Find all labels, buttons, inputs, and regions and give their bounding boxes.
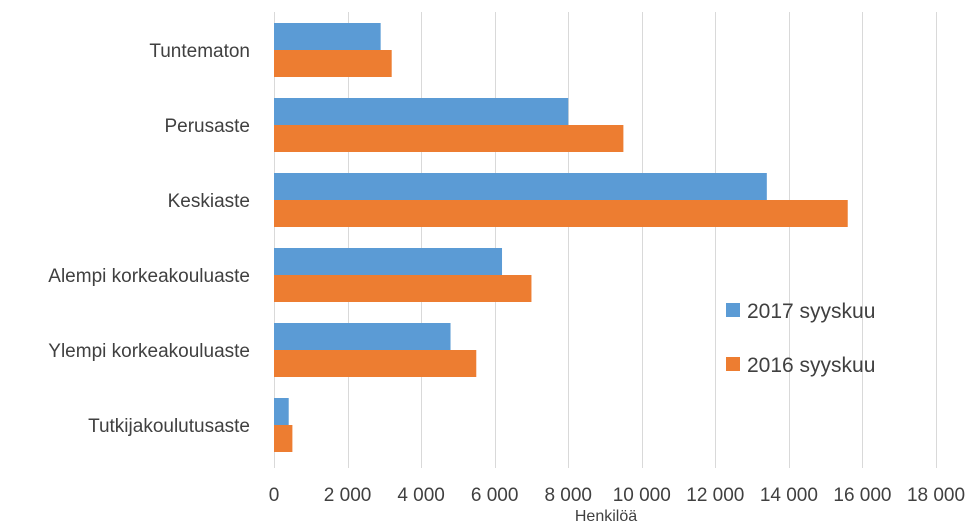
bar-s2-2 xyxy=(274,200,848,227)
category-label-0: Tuntematon xyxy=(149,41,250,62)
category-label-3: Alempi korkeakouluaste xyxy=(48,266,250,287)
x-tick-label-8: 16 000 xyxy=(833,485,891,506)
legend-swatch-1 xyxy=(726,357,740,371)
x-tick-label-7: 14 000 xyxy=(760,485,818,506)
x-axis-title: Henkilöä xyxy=(575,508,637,524)
x-tick-labels: 0 2 000 4 000 6 000 8 000 10 000 12 000 14 000 1… xyxy=(269,485,965,506)
x-tick-label-4: 8 000 xyxy=(544,485,592,506)
x-tick-label-3: 6 000 xyxy=(471,485,519,506)
x-tick-label-9: 18 000 xyxy=(907,485,965,506)
bar-s2-4 xyxy=(274,350,477,377)
category-label-2: Keskiaste xyxy=(168,191,250,212)
bar-s1-2 xyxy=(274,173,767,200)
legend-label-1: 2016 syyskuu xyxy=(747,354,875,377)
bar-s2-3 xyxy=(274,275,532,302)
x-tick-label-2: 4 000 xyxy=(397,485,445,506)
category-label-1: Perusaste xyxy=(164,116,250,137)
legend-label-0: 2017 syyskuu xyxy=(747,300,875,323)
bar-s2-1 xyxy=(274,125,624,152)
bar-s1-3 xyxy=(274,248,503,275)
category-labels: Tuntematon Perusaste Keskiaste Alempi korke… xyxy=(48,41,250,437)
legend-swatch-0 xyxy=(726,303,740,317)
bar-s2-5 xyxy=(274,425,293,452)
category-label-5: Tutkijakoulutusaste xyxy=(88,416,250,437)
bar-s1-0 xyxy=(274,23,381,50)
x-tick-label-5: 10 000 xyxy=(613,485,671,506)
x-tick-label-1: 2 000 xyxy=(324,485,372,506)
gridlines xyxy=(274,12,937,468)
bar-s1-4 xyxy=(274,323,451,350)
legend: 2017 syyskuu 2016 syyskuu xyxy=(726,300,875,377)
bar-s1-5 xyxy=(274,398,289,425)
bars xyxy=(274,23,848,452)
bar-s2-0 xyxy=(274,50,392,77)
bar-s1-1 xyxy=(274,98,569,125)
category-label-4: Ylempi korkeakouluaste xyxy=(48,341,250,362)
x-tick-label-6: 12 000 xyxy=(686,485,744,506)
x-tick-label-0: 0 xyxy=(269,485,280,506)
